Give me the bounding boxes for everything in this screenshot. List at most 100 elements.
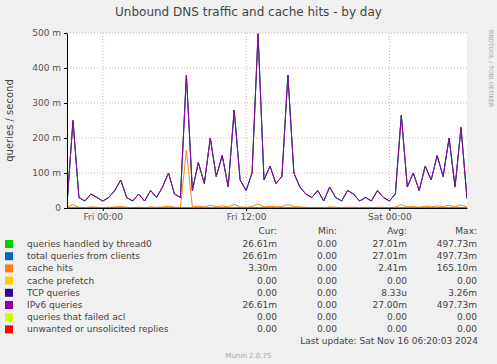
legend-swatch: [5, 264, 13, 272]
legend-stat: 0.00: [457, 276, 477, 286]
lines: [67, 34, 467, 208]
background: [0, 0, 497, 364]
tick-mark: [64, 103, 67, 104]
legend-stat: 8.33u: [381, 288, 407, 298]
legend-stat: 497.73m: [437, 300, 477, 310]
footer: Munin 2.0.75: [226, 352, 272, 360]
grid: [67, 33, 467, 208]
axis-line: [67, 34, 68, 209]
legend-stat: 26.61m: [242, 300, 277, 310]
column-header: Cur:: [258, 226, 277, 236]
legend-stat: 0.00: [317, 263, 337, 273]
legend-label: queries handled by thread0: [27, 239, 152, 249]
legend-stat: 3.30m: [248, 263, 277, 273]
tick-label: 0: [55, 203, 61, 213]
legend-label: TCP queries: [26, 288, 80, 298]
column-header: Max:: [455, 226, 477, 236]
chart: Unbound DNS traffic and cache hits - by …: [0, 0, 497, 364]
legend-stat: 27.01m: [372, 251, 407, 261]
series-line: [67, 208, 467, 209]
legend-stat: 27.00m: [372, 300, 407, 310]
legend-stat: 2.41m: [378, 263, 407, 273]
tick: 300 m: [32, 98, 67, 108]
tick-label: Fri 00:00: [84, 212, 124, 222]
legend-stat: 497.73m: [437, 239, 477, 249]
axis-line: [68, 208, 468, 209]
tick-mark: [64, 208, 67, 209]
tick: Fri 00:00: [84, 208, 124, 222]
grid-line: [67, 68, 467, 69]
watermark: RRDTOOL / TOBI OETIKER: [488, 30, 495, 107]
tick-mark: [64, 33, 67, 34]
legend-stat: 0.00: [317, 300, 337, 310]
legend-stat: 165.10m: [437, 263, 477, 273]
legend-label: queries that failed acl: [27, 312, 125, 322]
x-axis: Fri 00:00 Fri 12:00 Sat 00:00: [68, 208, 468, 222]
legend-stat: 0.00: [387, 276, 407, 286]
y-axis: 0100 m200 m300 m400 m500 m: [32, 28, 67, 213]
legend-stat: 0.00: [257, 324, 277, 334]
legend-stat: 0.00: [317, 239, 337, 249]
tick-label: 400 m: [32, 63, 61, 73]
tick-mark: [103, 208, 104, 211]
tick: 500 m: [32, 28, 67, 38]
legend-label: IPv6 queries: [27, 300, 83, 310]
column-header: Min:: [318, 226, 337, 236]
legend-swatch: [5, 277, 13, 285]
tick: Sat 00:00: [368, 208, 412, 222]
series-line: [67, 34, 467, 205]
grid-line: [67, 33, 467, 34]
legend-stat: 26.61m: [242, 251, 277, 261]
legend-label: cache hits: [27, 263, 73, 273]
legend-stat: 0.00: [317, 288, 337, 298]
legend-stat: 3.26m: [448, 288, 477, 298]
legend-stat: 0.00: [317, 312, 337, 322]
legend-stat: 0.00: [387, 324, 407, 334]
tick-mark: [64, 68, 67, 69]
legend-stat: 0.00: [257, 276, 277, 286]
tick-mark: [64, 173, 67, 174]
legend-stat: 0.00: [457, 312, 477, 322]
tick-mark: [64, 138, 67, 139]
title: Unbound DNS traffic and cache hits - by …: [115, 5, 382, 19]
legend-label: total queries from clients: [27, 251, 140, 261]
tick: 400 m: [32, 63, 67, 73]
series-line: [67, 208, 467, 209]
grid-line: [67, 138, 467, 139]
tick: 0: [55, 203, 67, 213]
legend-swatch: [5, 325, 13, 333]
legend-stat: 0.00: [387, 312, 407, 322]
legend-stat: 0.00: [317, 324, 337, 334]
legend-swatch: [5, 240, 13, 248]
tick-label: Fri 12:00: [227, 212, 267, 222]
y-axis-title: queries / second: [4, 79, 15, 161]
tick-label: 300 m: [32, 98, 61, 108]
legend-stat: 0.00: [317, 251, 337, 261]
legend-swatch: [5, 289, 13, 297]
tick-label: 100 m: [32, 168, 61, 178]
legend-swatch: [5, 313, 13, 321]
plot-area: [67, 33, 467, 208]
legend: Cur: Min: Avg: Max: queries handled by threa…: [5, 226, 477, 334]
tick-mark: [389, 208, 390, 211]
column-header: Avg:: [387, 226, 407, 236]
legend-stat: 27.01m: [372, 239, 407, 249]
series-line: [67, 34, 467, 205]
tick-label: Sat 00:00: [368, 212, 412, 222]
legend-swatch: [5, 252, 13, 260]
legend-stat: 0.00: [317, 276, 337, 286]
grid-line: [67, 103, 467, 104]
legend-label: cache prefetch: [27, 276, 94, 286]
legend-stat: 0.00: [257, 312, 277, 322]
grid-line: [102, 33, 103, 208]
series-line: [67, 34, 467, 205]
legend-label: unwanted or unsolicited replies: [27, 324, 169, 334]
last-update: Last update: Sat Nov 16 06:20:03 2024: [300, 336, 478, 346]
series-line: [67, 208, 467, 209]
tick-mark: [246, 208, 247, 211]
grid-line: [246, 33, 247, 208]
legend-stat: 497.73m: [437, 251, 477, 261]
tick: 100 m: [32, 168, 67, 178]
legend-swatch: [5, 301, 13, 309]
grid-line: [67, 208, 467, 209]
